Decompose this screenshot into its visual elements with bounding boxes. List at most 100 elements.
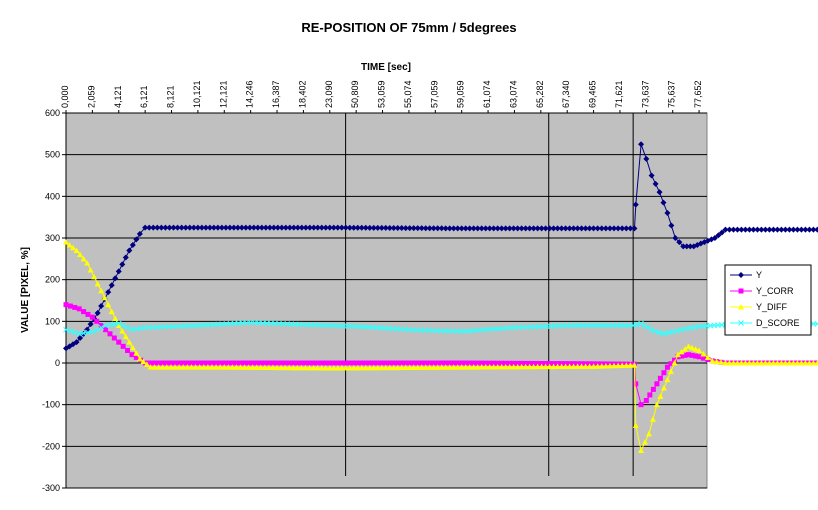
data-point	[150, 360, 156, 366]
data-point	[262, 224, 269, 231]
data-point	[85, 329, 91, 336]
data-point	[594, 363, 601, 369]
data-point	[298, 364, 305, 371]
data-point	[103, 327, 109, 333]
data-point	[253, 364, 260, 370]
data-point	[798, 226, 805, 233]
data-point	[683, 243, 690, 250]
data-point	[687, 325, 694, 331]
data-point	[274, 224, 281, 231]
data-point	[586, 225, 593, 232]
data-point	[306, 364, 313, 371]
data-point	[689, 344, 696, 351]
legend-marker	[738, 320, 744, 326]
data-point	[129, 241, 136, 248]
data-point	[419, 360, 425, 366]
data-point	[245, 364, 252, 370]
data-point	[234, 224, 241, 231]
data-point	[67, 328, 74, 334]
y-axis-title: VALUE [PIXEL, %]	[20, 247, 31, 333]
data-point	[326, 224, 333, 231]
data-point	[330, 364, 337, 371]
data-point	[518, 225, 525, 232]
data-point	[641, 322, 648, 329]
y-tick-label: -200	[42, 441, 60, 451]
data-point	[709, 357, 716, 364]
data-point	[463, 360, 469, 366]
data-point	[159, 364, 166, 370]
data-point	[290, 364, 297, 371]
data-point	[87, 321, 94, 328]
data-point	[597, 322, 604, 329]
data-point	[475, 360, 481, 366]
data-point	[415, 360, 421, 366]
data-point	[471, 360, 477, 366]
data-point	[190, 224, 197, 231]
data-point	[810, 360, 817, 366]
data-point	[172, 364, 179, 370]
data-point	[151, 364, 158, 370]
data-point	[146, 224, 153, 231]
data-point	[210, 224, 217, 231]
data-point	[782, 226, 789, 233]
data-point	[411, 360, 417, 366]
y-axis: -300 -200 -100 0 100 200 300 400 500 600	[42, 108, 67, 493]
data-point	[319, 360, 325, 366]
series-y-diff	[63, 239, 818, 453]
data-point	[671, 360, 678, 366]
data-point	[589, 322, 595, 329]
data-point	[422, 225, 429, 232]
data-point	[689, 352, 695, 358]
data-point	[758, 226, 765, 233]
data-point	[362, 364, 369, 371]
data-point	[354, 364, 361, 371]
x-tick-label: 8,121	[166, 85, 176, 108]
data-point	[166, 224, 173, 231]
data-point	[77, 335, 84, 341]
data-point	[250, 224, 257, 231]
data-point	[395, 360, 401, 366]
data-point	[734, 226, 741, 233]
series-y	[63, 141, 818, 352]
x-tick-label: 4,121	[113, 85, 123, 108]
data-point	[770, 360, 777, 366]
data-point	[631, 362, 638, 368]
data-point	[632, 201, 639, 208]
data-point	[286, 364, 293, 371]
data-point	[298, 224, 305, 231]
data-point	[170, 360, 176, 366]
data-point	[664, 364, 670, 370]
data-point	[182, 360, 188, 366]
data-point	[323, 360, 329, 366]
data-point	[638, 402, 644, 408]
data-point	[213, 364, 220, 370]
data-point	[108, 308, 115, 315]
data-point	[458, 364, 465, 370]
data-point	[77, 251, 84, 258]
data-point	[482, 225, 489, 232]
data-point	[350, 224, 357, 231]
data-point	[814, 320, 818, 327]
data-point	[514, 225, 521, 232]
data-point	[154, 224, 161, 231]
data-point	[63, 239, 69, 245]
data-point	[564, 322, 571, 329]
chart-title: RE-POSITION OF 75mm / 5degrees	[301, 20, 516, 35]
data-point	[649, 416, 656, 422]
data-point	[450, 364, 457, 370]
data-point	[398, 225, 405, 232]
data-point	[486, 363, 493, 370]
data-point	[514, 363, 521, 370]
data-point	[176, 364, 183, 370]
data-point	[802, 226, 809, 233]
data-point	[126, 247, 133, 254]
data-point	[270, 224, 277, 231]
data-point	[423, 360, 429, 366]
data-point	[650, 386, 656, 392]
x-tick-label: 2,059	[86, 85, 96, 108]
data-point	[643, 155, 650, 162]
data-point	[687, 243, 694, 250]
data-point	[486, 225, 493, 232]
data-point	[742, 360, 749, 366]
data-point	[263, 360, 269, 366]
